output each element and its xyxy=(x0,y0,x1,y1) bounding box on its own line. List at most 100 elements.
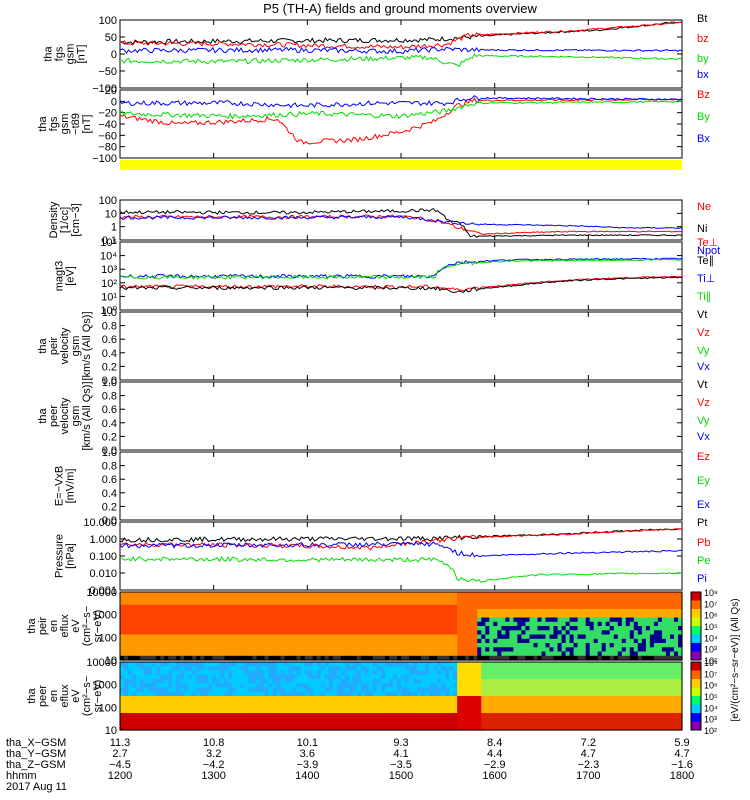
heatmap-cell xyxy=(208,638,213,644)
heatmap-cell xyxy=(224,626,229,631)
heatmap-cell xyxy=(124,725,129,731)
heatmap-cell xyxy=(401,666,406,672)
heatmap-cell xyxy=(180,700,185,706)
heatmap-cell xyxy=(553,634,559,640)
heatmap-cell xyxy=(469,613,474,619)
heatmap-cell xyxy=(605,643,611,648)
heatmap-cell xyxy=(581,617,587,623)
heatmap-cell xyxy=(324,621,330,627)
heatmap-cell xyxy=(497,679,502,684)
heatmap-cell xyxy=(497,717,502,723)
y-tick-label: −20 xyxy=(98,108,117,120)
heatmap-cell xyxy=(545,704,551,710)
heatmap-cell xyxy=(473,662,478,667)
heatmap-cell xyxy=(376,713,382,718)
heatmap-cell xyxy=(445,717,450,723)
heatmap-cell xyxy=(613,643,619,648)
heatmap-cell xyxy=(549,604,555,610)
heatmap-cell xyxy=(670,708,675,714)
heatmap-cell xyxy=(617,621,623,627)
heatmap-cell xyxy=(236,638,241,644)
heatmap-cell xyxy=(521,613,526,619)
heatmap-cell xyxy=(344,683,350,689)
heatmap-cell xyxy=(152,592,157,597)
heatmap-cell xyxy=(340,670,346,676)
heatmap-cell xyxy=(168,596,173,602)
heatmap-cell xyxy=(597,662,603,667)
series-Pi-line xyxy=(119,541,683,558)
heatmap-cell xyxy=(653,713,659,718)
heatmap-cell xyxy=(252,596,258,602)
heatmap-cell xyxy=(144,621,149,627)
heatmap-cell xyxy=(569,687,575,693)
heatmap-cell xyxy=(352,713,358,718)
heatmap-cell xyxy=(477,638,482,644)
heatmap-cell xyxy=(521,717,526,723)
heatmap-cell xyxy=(312,626,318,631)
heatmap-cell xyxy=(224,721,229,727)
heatmap-cell xyxy=(577,679,583,684)
heatmap-cell xyxy=(356,666,362,672)
heatmap-cell xyxy=(180,592,185,597)
heatmap-cell xyxy=(501,638,506,644)
heatmap-cell xyxy=(168,691,173,697)
heatmap-cell xyxy=(609,704,615,710)
heatmap-cell xyxy=(160,604,165,610)
heatmap-cell xyxy=(521,621,526,627)
heatmap-cell xyxy=(244,592,249,597)
heatmap-cell xyxy=(421,691,426,697)
heatmap-cell xyxy=(240,647,245,653)
heatmap-cell xyxy=(529,662,535,667)
heatmap-cell xyxy=(232,592,237,597)
heatmap-cell xyxy=(645,670,651,676)
heatmap-cell xyxy=(609,651,615,657)
heatmap-cell xyxy=(533,613,539,619)
heatmap-cell xyxy=(136,647,141,653)
heatmap-cell xyxy=(661,609,667,614)
heatmap-cell xyxy=(429,721,434,727)
heatmap-cell xyxy=(124,651,129,657)
heatmap-cell xyxy=(461,683,466,689)
heatmap-cell xyxy=(156,700,161,706)
colorbar-segment xyxy=(691,651,701,661)
heatmap-cell xyxy=(144,683,149,689)
heatmap-cell xyxy=(553,626,559,631)
heatmap-cell xyxy=(244,674,249,680)
heatmap-cell xyxy=(549,704,555,710)
heatmap-cell xyxy=(152,679,157,684)
heatmap-cell xyxy=(204,696,209,701)
heatmap-cell xyxy=(521,670,526,676)
heatmap-cell xyxy=(196,600,201,606)
heatmap-cell xyxy=(389,647,394,653)
heatmap-cell xyxy=(208,647,213,653)
heatmap-cell xyxy=(284,630,290,636)
heatmap-cell xyxy=(204,666,209,672)
heatmap-cell xyxy=(457,651,462,657)
heatmap-cell xyxy=(557,662,563,667)
heatmap-cell xyxy=(637,666,643,672)
heatmap-cell xyxy=(469,725,474,731)
heatmap-cell xyxy=(437,679,442,684)
heatmap-cell xyxy=(537,662,543,667)
heatmap-cell xyxy=(541,717,547,723)
heatmap-cell xyxy=(441,670,446,676)
heatmap-cell xyxy=(320,592,326,597)
x-axis-value: −2.3 xyxy=(577,759,599,771)
heatmap-cell xyxy=(216,666,221,672)
heatmap-cell xyxy=(224,647,229,653)
heatmap-cell xyxy=(649,609,655,614)
heatmap-cell xyxy=(312,655,318,661)
heatmap-cell xyxy=(629,674,635,680)
heatmap-cell xyxy=(384,651,390,657)
heatmap-cell xyxy=(168,655,173,661)
heatmap-cell xyxy=(645,638,651,644)
legend-Pt: Pt xyxy=(697,517,707,529)
heatmap-cell xyxy=(256,704,262,710)
heatmap-cell xyxy=(521,713,526,718)
heatmap-cell xyxy=(617,700,623,706)
heatmap-cell xyxy=(421,596,426,602)
heatmap-cell xyxy=(296,725,302,731)
heatmap-cell xyxy=(533,717,539,723)
heatmap-cell xyxy=(384,691,390,697)
heatmap-cell xyxy=(140,634,145,640)
